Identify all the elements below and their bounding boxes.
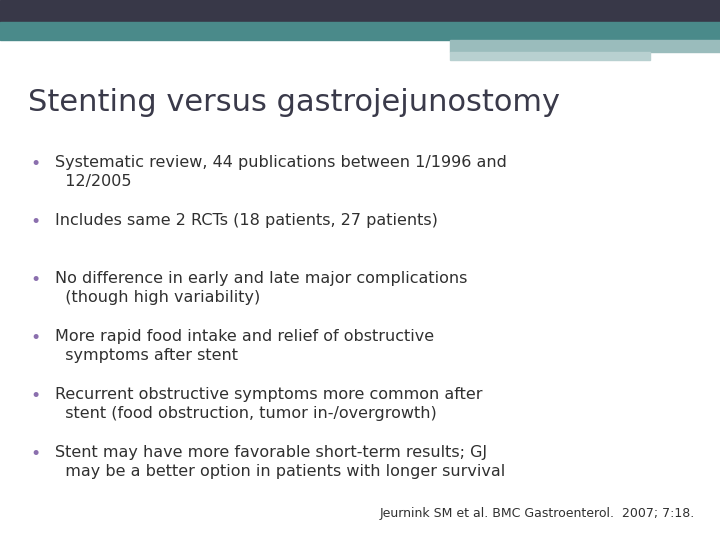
Bar bbox=[0, 0, 720, 22]
Text: •: • bbox=[30, 387, 40, 405]
Text: •: • bbox=[30, 155, 40, 173]
Text: •: • bbox=[30, 445, 40, 463]
Text: Recurrent obstructive symptoms more common after
  stent (food obstruction, tumo: Recurrent obstructive symptoms more comm… bbox=[55, 387, 482, 421]
Text: Jeurnink SM et al. BMC Gastroenterol.  2007; 7:18.: Jeurnink SM et al. BMC Gastroenterol. 20… bbox=[379, 507, 695, 520]
Text: Stent may have more favorable short-term results; GJ
  may be a better option in: Stent may have more favorable short-term… bbox=[55, 445, 505, 479]
Text: Stenting versus gastrojejunostomy: Stenting versus gastrojejunostomy bbox=[28, 88, 560, 117]
Text: No difference in early and late major complications
  (though high variability): No difference in early and late major co… bbox=[55, 271, 467, 305]
Bar bbox=[450, 52, 650, 60]
Bar bbox=[450, 40, 720, 52]
Text: Systematic review, 44 publications between 1/1996 and
  12/2005: Systematic review, 44 publications betwe… bbox=[55, 155, 507, 189]
Text: More rapid food intake and relief of obstructive
  symptoms after stent: More rapid food intake and relief of obs… bbox=[55, 329, 434, 363]
Text: •: • bbox=[30, 213, 40, 231]
Text: •: • bbox=[30, 329, 40, 347]
Text: •: • bbox=[30, 271, 40, 289]
Bar bbox=[0, 22, 720, 40]
Text: Includes same 2 RCTs (18 patients, 27 patients): Includes same 2 RCTs (18 patients, 27 pa… bbox=[55, 213, 438, 228]
